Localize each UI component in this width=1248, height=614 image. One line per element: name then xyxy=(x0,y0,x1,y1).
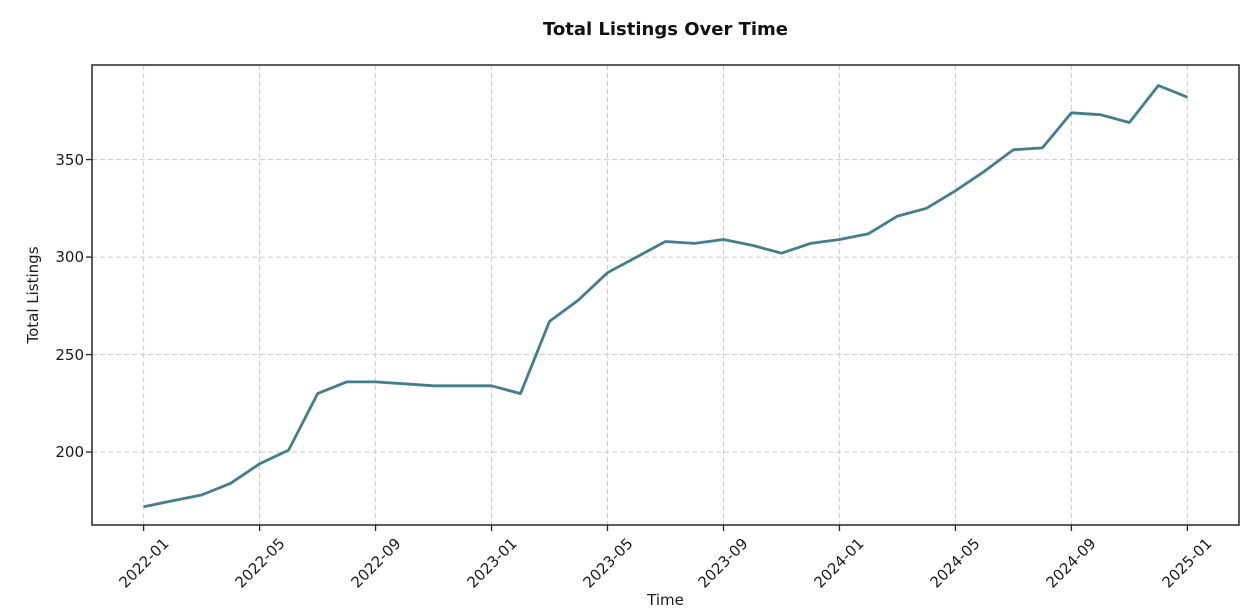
y-tick-label: 350 xyxy=(55,150,84,169)
y-tick-label: 200 xyxy=(55,443,84,462)
x-axis-label: Time xyxy=(647,591,684,609)
y-tick-label: 250 xyxy=(55,345,84,364)
chart-title: Total Listings Over Time xyxy=(542,19,789,40)
plot-border xyxy=(91,64,1240,526)
total-listings-line xyxy=(143,84,1188,509)
y-tick-label: 300 xyxy=(55,248,84,267)
